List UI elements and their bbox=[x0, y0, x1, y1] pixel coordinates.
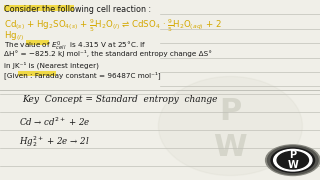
Text: Key  Concept = Standard  entropy  change: Key Concept = Standard entropy change bbox=[22, 95, 218, 104]
Circle shape bbox=[268, 146, 318, 174]
Text: W: W bbox=[213, 133, 247, 162]
FancyBboxPatch shape bbox=[18, 71, 56, 76]
Text: Cd$_{(s)}$ + Hg$_2$SO$_{4(s)}$ + $\frac{9}{5}$H$_2$O$_{(l)}$ ⇌ CdSO$_4$ · $\frac: Cd$_{(s)}$ + Hg$_2$SO$_{4(s)}$ + $\frac{… bbox=[4, 17, 222, 34]
Text: ΔH° = −825.2 kJ mol⁻¹, the standard entropy change ΔS°: ΔH° = −825.2 kJ mol⁻¹, the standard entr… bbox=[4, 50, 212, 57]
Text: P: P bbox=[219, 97, 242, 126]
Ellipse shape bbox=[158, 76, 302, 176]
Text: Hg$_2^{2+}$ + 2e → 2l: Hg$_2^{2+}$ + 2e → 2l bbox=[19, 134, 90, 149]
Text: The value of $E^{0}_{cell}$  is 4.315 V at 25°C. If: The value of $E^{0}_{cell}$ is 4.315 V a… bbox=[4, 40, 147, 53]
Circle shape bbox=[266, 145, 320, 176]
Circle shape bbox=[277, 151, 308, 169]
FancyBboxPatch shape bbox=[26, 40, 49, 45]
Text: P: P bbox=[289, 150, 296, 160]
Text: Hg$_{(l)}$: Hg$_{(l)}$ bbox=[4, 29, 24, 43]
Circle shape bbox=[271, 148, 315, 172]
Text: Consider the following cell reaction :: Consider the following cell reaction : bbox=[4, 4, 151, 14]
Text: in JK⁻¹ is (Nearest integer): in JK⁻¹ is (Nearest integer) bbox=[4, 61, 99, 69]
Text: [Given : Faraday constant = 96487C mol⁻¹]: [Given : Faraday constant = 96487C mol⁻¹… bbox=[4, 71, 160, 79]
Text: W: W bbox=[287, 160, 298, 170]
Text: Cd → cd$^{2+}$ + 2e: Cd → cd$^{2+}$ + 2e bbox=[19, 116, 91, 129]
FancyBboxPatch shape bbox=[4, 5, 74, 11]
Circle shape bbox=[274, 149, 312, 171]
